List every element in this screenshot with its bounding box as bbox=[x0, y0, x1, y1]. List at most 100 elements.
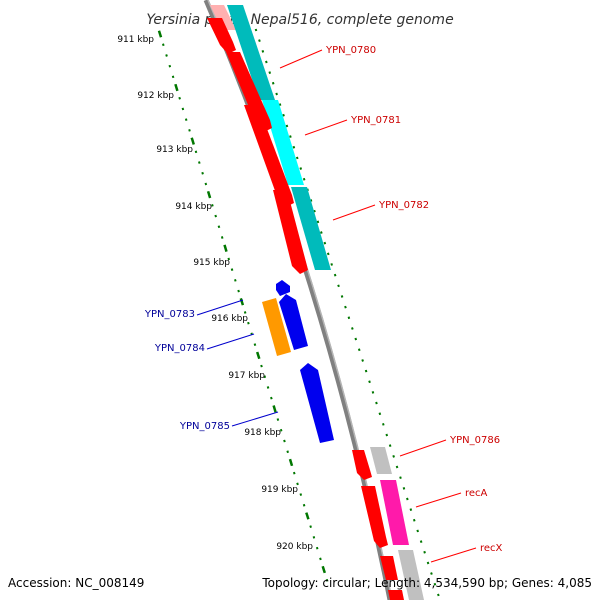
label-leader bbox=[430, 547, 477, 563]
cog-bar bbox=[227, 5, 275, 100]
gene-arrow[interactable] bbox=[380, 556, 398, 580]
scale-dot bbox=[340, 295, 344, 298]
gene-label-reca[interactable]: recA bbox=[465, 488, 488, 499]
gene-arrow[interactable] bbox=[276, 280, 290, 296]
scale-dot bbox=[230, 268, 234, 272]
scale-dot bbox=[243, 311, 247, 314]
scale-tick bbox=[288, 458, 294, 467]
gene-arrow[interactable] bbox=[352, 450, 372, 480]
label-leader bbox=[206, 333, 255, 350]
scale-dot bbox=[265, 60, 268, 64]
tick-label: 920 kbp bbox=[276, 542, 313, 552]
scale-dot bbox=[275, 92, 278, 96]
scale-dot bbox=[412, 518, 416, 522]
gene-arrow[interactable] bbox=[244, 105, 294, 207]
gene-arrow[interactable] bbox=[207, 18, 236, 54]
scale-dot bbox=[296, 482, 299, 486]
scale-dot bbox=[278, 103, 282, 107]
scale-dot bbox=[201, 171, 204, 175]
scale-dot bbox=[357, 348, 361, 352]
scale-dot bbox=[419, 540, 423, 544]
forward-gene-track bbox=[262, 280, 334, 443]
gene-label-ypn-0780[interactable]: YPN_0780 bbox=[325, 45, 376, 56]
cog-bar bbox=[262, 298, 291, 356]
label-leader bbox=[279, 49, 323, 69]
gene-arrow[interactable] bbox=[388, 590, 404, 600]
scale-dot bbox=[194, 150, 198, 154]
scale-dot bbox=[184, 118, 188, 121]
gene-label-ypn-0784[interactable]: YPN_0784 bbox=[154, 343, 205, 354]
tick-label: 915 kbp bbox=[193, 258, 230, 268]
scale-dot bbox=[217, 225, 221, 229]
scale-dot bbox=[368, 380, 371, 384]
scale-dot bbox=[337, 284, 340, 288]
scale-dot bbox=[302, 177, 306, 181]
gene-arrow[interactable] bbox=[361, 486, 388, 548]
scale-tick bbox=[157, 30, 163, 38]
scale-dot bbox=[286, 450, 289, 454]
accession-text: Accession: NC_008149 bbox=[8, 576, 145, 590]
gene-label-ypn-0783[interactable]: YPN_0783 bbox=[144, 309, 195, 320]
map-title: Yersinia pestis Nepal516, complete genom… bbox=[146, 12, 453, 28]
scale-dot bbox=[292, 471, 296, 475]
scale-dot bbox=[309, 525, 312, 529]
tick-labels: 911 kbp 912 kbp 913 kbp 914 kbp 915 kbp … bbox=[117, 35, 313, 552]
scale-dot bbox=[253, 343, 257, 347]
cog-track-reverse bbox=[210, 5, 424, 600]
scale-dot bbox=[361, 359, 364, 362]
scale-dot bbox=[325, 578, 329, 582]
scale-tick bbox=[305, 512, 310, 520]
gene-label-recx[interactable]: recX bbox=[480, 543, 503, 554]
gene-arrow[interactable] bbox=[279, 294, 308, 350]
scale-dot bbox=[276, 418, 280, 421]
label-leader bbox=[332, 204, 376, 221]
scale-dot bbox=[409, 508, 413, 512]
gene-arrow[interactable] bbox=[300, 363, 334, 443]
scale-dot bbox=[375, 401, 378, 405]
scale-tick bbox=[206, 190, 212, 199]
cog-bar bbox=[380, 480, 409, 545]
scale-dot bbox=[351, 327, 354, 330]
scale-dot bbox=[309, 199, 313, 202]
scale-dot bbox=[364, 369, 368, 373]
genome-backbone bbox=[203, 0, 393, 600]
scale-dot bbox=[315, 546, 319, 550]
cog-bar bbox=[262, 100, 304, 185]
scale-dot bbox=[227, 257, 231, 261]
scale-dot bbox=[271, 81, 275, 85]
scale-dot bbox=[295, 156, 299, 160]
tick-label: 911 kbp bbox=[117, 35, 154, 45]
reverse-gene-track bbox=[207, 18, 404, 600]
scale-dot bbox=[333, 273, 337, 277]
scale-dot bbox=[313, 209, 316, 213]
scale-dot bbox=[385, 433, 389, 437]
tick-label: 918 kbp bbox=[244, 428, 281, 438]
scale-dot bbox=[423, 550, 426, 554]
scale-dot bbox=[371, 390, 375, 394]
cog-bar bbox=[370, 447, 392, 474]
scale-tick bbox=[223, 244, 228, 252]
scale-dot bbox=[261, 49, 265, 53]
gene-label-ypn-0785[interactable]: YPN_0785 bbox=[179, 421, 230, 432]
scale-dot bbox=[388, 444, 392, 448]
gene-label-ypn-0781[interactable]: YPN_0781 bbox=[350, 115, 401, 126]
gene-arrow[interactable] bbox=[273, 190, 308, 274]
topology-text: Topology: circular; Length: 4,534,590 bp… bbox=[262, 576, 592, 590]
scale-tick bbox=[256, 351, 261, 360]
scale-dot bbox=[354, 337, 358, 341]
label-leader bbox=[415, 492, 462, 508]
tick-label: 917 kbp bbox=[228, 371, 265, 381]
gene-label-ypn-0782[interactable]: YPN_0782 bbox=[378, 200, 429, 211]
scale-dot bbox=[234, 279, 237, 282]
scale-dot bbox=[171, 75, 175, 79]
scale-dot bbox=[254, 28, 258, 32]
scale-dot bbox=[260, 364, 263, 368]
scale-track bbox=[157, 30, 329, 582]
scale-tick bbox=[272, 405, 277, 413]
gene-label-ypn-0786[interactable]: YPN_0786 bbox=[449, 435, 500, 446]
scale-dot bbox=[268, 71, 272, 75]
scale-dot bbox=[378, 412, 382, 416]
scale-dot bbox=[266, 386, 270, 389]
label-leader bbox=[231, 411, 279, 427]
scale-dot bbox=[402, 486, 406, 490]
